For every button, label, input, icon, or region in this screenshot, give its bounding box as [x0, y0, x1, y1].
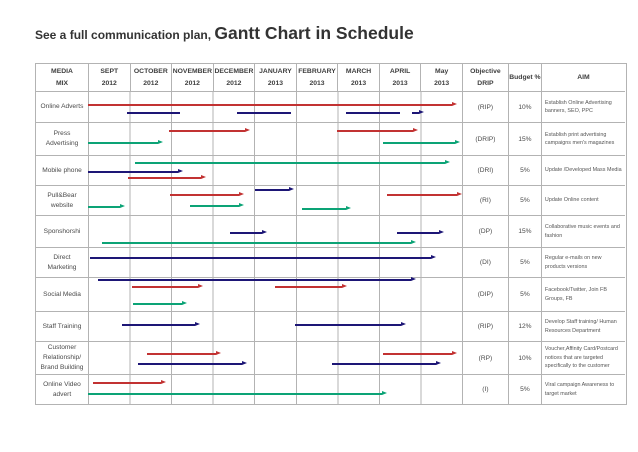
row-label-pullbear-website: Pull&Bear website [36, 186, 89, 216]
budget-cell: 10% [508, 92, 542, 123]
column-header-february-2013: FEBRUARY 2013 [296, 64, 339, 92]
gantt-row-strip [89, 216, 463, 248]
objective-cell: (DRIP) [462, 123, 509, 156]
header-line: AIM [577, 73, 590, 81]
gantt-row-strip [89, 123, 463, 156]
aim-cell: Update /Developed Mass Media [541, 156, 625, 186]
objective-cell: (DRI) [462, 156, 509, 186]
row-label-social-media: Social Media [36, 278, 89, 312]
header-line: MEDIA [51, 67, 73, 75]
aim-cell: Viral campaign Awareness to target marke… [544, 382, 615, 397]
header-line: SEPT [100, 67, 119, 75]
page-title-prefix: See a full communication plan, [35, 28, 215, 42]
row-label-online-adverts: Online Adverts [36, 92, 89, 123]
budget-cell: 5% [508, 278, 542, 312]
gantt-row-strip [89, 342, 463, 375]
column-header-october-2012: OCTOBER 2012 [130, 64, 173, 92]
gantt-row-strip [89, 312, 463, 342]
budget-cell: 5% [508, 186, 542, 216]
header-line: 2013 [350, 79, 367, 87]
page-title-main: Gantt Chart in Schedule [214, 23, 414, 43]
header-line: 2012 [143, 79, 159, 87]
row-label-mobile-phone: Mobile phone [36, 156, 89, 186]
gantt-row-strip [89, 156, 463, 186]
header-line: DRIP [477, 79, 494, 87]
header-line: Budget % [509, 73, 541, 81]
objective-cell: (RI) [462, 186, 509, 216]
objective-cell: (DIP) [462, 278, 509, 312]
header-line: Objective [470, 67, 501, 75]
aim-cell: Establish print advertising campaigns me… [541, 123, 625, 156]
header-line: APRIL [389, 67, 411, 75]
row-label-staff-training: Staff Training [36, 312, 89, 342]
column-header-sept-2012: SEPT 2012 [89, 64, 131, 92]
header-line: 2013 [392, 79, 408, 87]
header-line: May [435, 67, 449, 75]
aim-cell: Collaborative music events and fashion [541, 216, 625, 248]
aim-cell: Voucher,Affinity Card/Postcard notices t… [541, 342, 625, 375]
aim-cell: Update Online content [541, 186, 625, 216]
gantt-row-strip [89, 186, 463, 216]
header-line: OCTOBER [133, 67, 168, 75]
gantt-table: MEDIA MIX SEPT 2012 OCTOBER 2012 NOVEMBER 20… [35, 63, 627, 405]
header-line: 2012 [184, 79, 200, 87]
header-line: JANUARY [259, 67, 292, 75]
gantt-row-strip [89, 278, 463, 312]
budget-cell: 15% [508, 216, 542, 248]
budget-cell: 12% [508, 312, 542, 342]
objective-cell: (DP) [462, 216, 509, 248]
header-line: 2012 [226, 79, 242, 87]
column-header-december-2012: DECEMBER 2012 [213, 64, 256, 92]
column-header-aim: AIM [541, 64, 625, 92]
budget-cell: 10% [508, 342, 542, 375]
column-header-media-mix: MEDIA MIX [36, 64, 89, 92]
objective-cell: (I) [463, 375, 509, 404]
column-header-march-2013: MARCH 2013 [338, 64, 380, 92]
gantt-row-strip [89, 92, 463, 123]
gantt-row-strip [89, 375, 463, 404]
page-title: See a full communication plan, Gantt Cha… [35, 23, 414, 44]
header-line: MARCH [345, 67, 372, 75]
budget-cell: 5% [508, 248, 542, 278]
header-line: 2013 [309, 79, 325, 87]
header-line: 2013 [434, 79, 450, 87]
gantt-row-strip [89, 248, 463, 278]
header-line: DECEMBER [214, 67, 254, 75]
header-line: 2012 [101, 79, 117, 87]
header-line: FEBRUARY [298, 67, 336, 75]
column-header-may-2013: May 2013 [421, 64, 463, 92]
column-header-january-2013: JANUARY 2013 [255, 64, 297, 92]
aim-cell: Develop Staff training/ Human Resources … [541, 312, 625, 342]
header-line: 2013 [267, 79, 284, 87]
header-line: MIX [55, 79, 69, 87]
aim-cell: Facebook/Twitter, Join FB Groups, FB [541, 278, 625, 312]
row-label-direct-marketing: Direct Marketing [36, 248, 89, 278]
row-label-sponshorshi: Sponshorshi [36, 216, 89, 248]
budget-cell: 5% [508, 156, 542, 186]
objective-cell: (RIP) [462, 312, 509, 342]
header-line: NOVEMBER [172, 67, 212, 75]
row-label-press-advertising: Press Advertising [36, 123, 89, 156]
column-header-objective-drip: Objective DRIP [462, 64, 509, 92]
objective-cell: (DI) [462, 248, 509, 278]
row-label-customer-relationship: Customer Relationship/ Brand Building [36, 342, 89, 375]
row-label-online-video-advert: Online Video advert [36, 375, 89, 404]
column-header-april-2013: APRIL 2013 [379, 64, 422, 92]
budget-cell: 5% [509, 375, 542, 404]
column-header-budget: Budget % [508, 64, 542, 92]
column-header-november-2012: NOVEMBER 2012 [172, 64, 214, 92]
aim-cell: Regular e-mails on new products versions [541, 248, 625, 278]
objective-cell: (RIP) [462, 92, 509, 123]
aim-cell: Establish Online Advertising banners, SE… [541, 92, 625, 123]
budget-cell: 15% [508, 123, 542, 156]
objective-cell: (RP) [462, 342, 509, 375]
